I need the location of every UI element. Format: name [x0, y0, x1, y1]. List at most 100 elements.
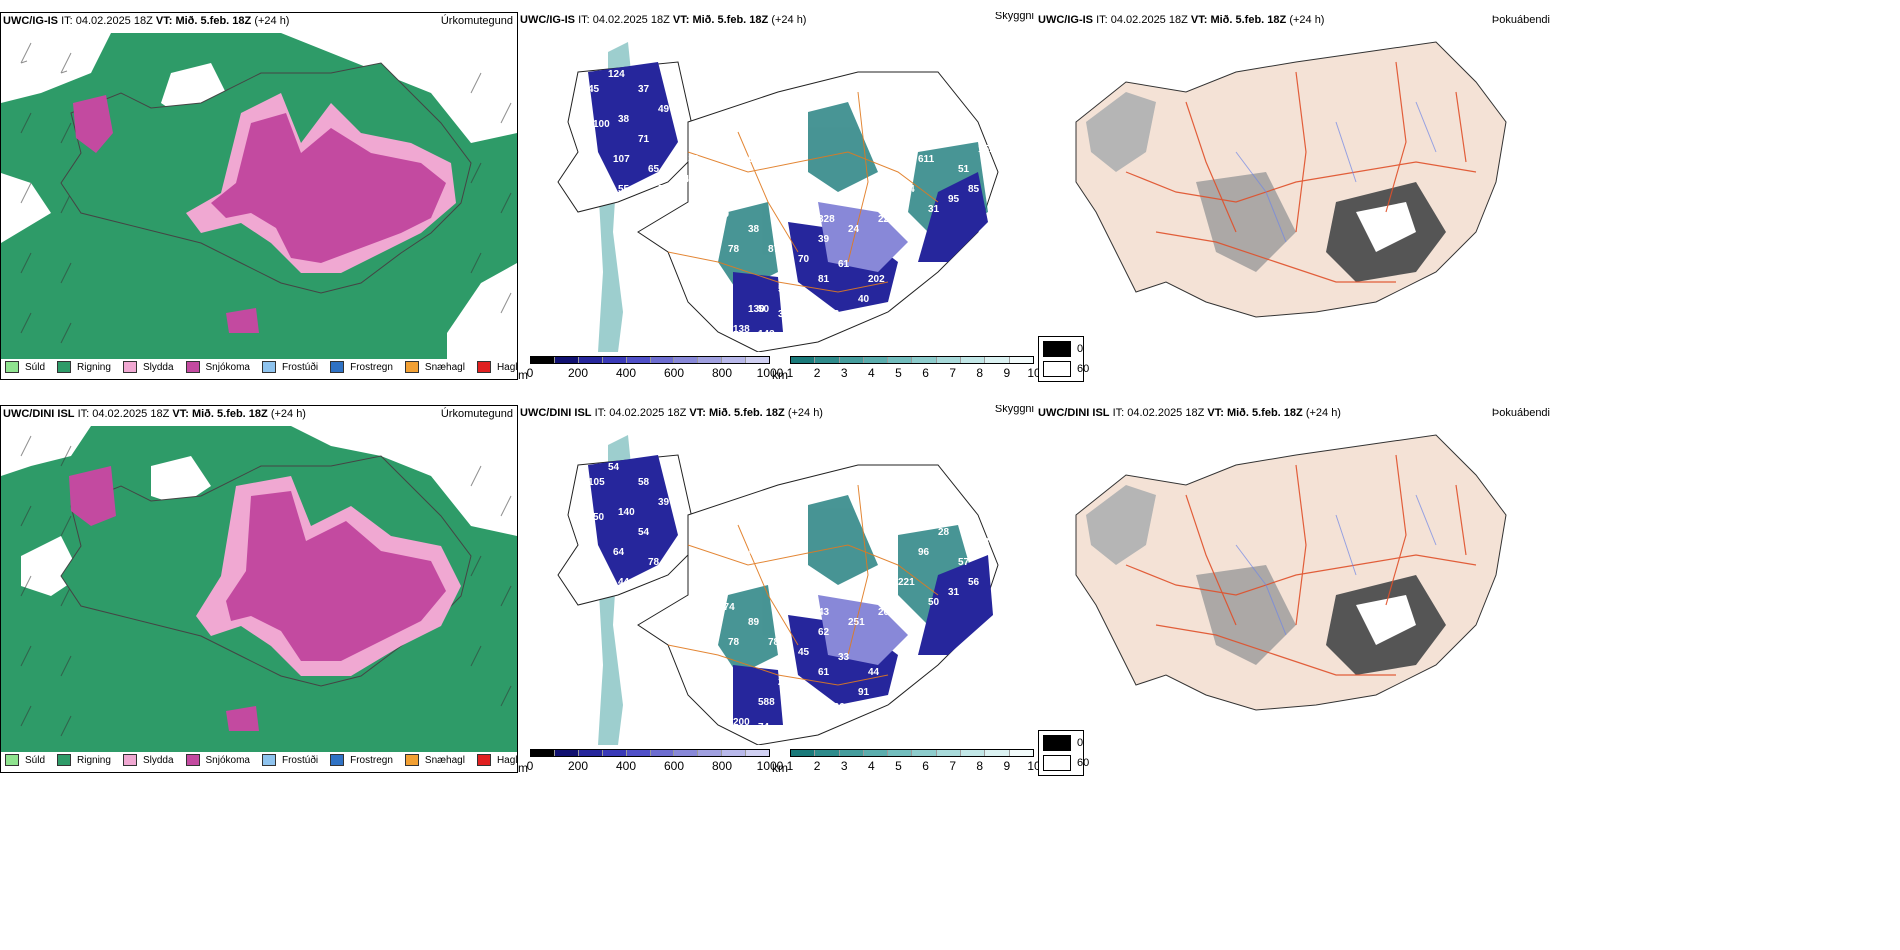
visibility-cells — [790, 749, 1034, 757]
colorbar-cell — [936, 750, 962, 756]
cloudbase-value-label: 107 — [613, 154, 630, 165]
legend-item: Snæhagl — [404, 752, 465, 768]
colorbar-cell — [985, 750, 1010, 756]
colorbar-tick-label: 8 — [976, 759, 984, 773]
fog-swatch-0 — [1043, 341, 1071, 357]
fog-map — [1075, 434, 1507, 711]
it-label: IT: — [77, 408, 90, 420]
colorbar-cell — [578, 357, 603, 363]
legend-label: Frostúði — [281, 754, 319, 766]
cloudbase-value-label: 130 — [748, 304, 765, 315]
vt-value: Mið. 5.feb. 18Z — [191, 408, 268, 420]
cloudbase-value-label: 126 — [828, 702, 845, 713]
lead-time: (+24 h) — [787, 407, 823, 419]
legend-item: Frostregn — [330, 752, 393, 768]
cloudbase-value-label: 200 — [733, 717, 750, 728]
legend-label: Rigning — [77, 361, 111, 373]
vt-label: VT: — [1207, 407, 1224, 419]
colorbar-cell — [602, 357, 627, 363]
legend-swatch — [185, 754, 200, 766]
legend-swatch — [122, 754, 137, 766]
colorbar-cell — [912, 357, 937, 363]
colorbar-cell — [936, 357, 962, 363]
lead-time: (+24 h) — [270, 408, 306, 420]
colorbar-cell — [722, 750, 747, 756]
cloudbase-value-label: 143 — [758, 329, 775, 340]
colorbar-tick-label: 400 — [615, 759, 637, 773]
cloudbase-value-label: 81 — [818, 274, 830, 285]
cloudbase-colorbar: m 0 200 400 600 800 1000 — [518, 749, 783, 773]
model-name: UWC/DINI ISL — [1038, 407, 1110, 419]
it-value: 04.02.2025 18Z — [609, 407, 687, 419]
it-value: 04.02.2025 18Z — [75, 15, 153, 27]
panel-title: Þokuábendi — [1491, 14, 1550, 26]
cloudbase-value-label: 348 — [938, 134, 955, 145]
colorbar-cell — [554, 357, 579, 363]
colorbar-cell — [815, 750, 840, 756]
cloudbase-value-label: 24 — [848, 224, 860, 235]
legend-swatch — [185, 361, 200, 373]
colorbar-tick-label: 0 — [526, 759, 534, 773]
legend-swatch — [122, 361, 137, 373]
colorbar-cell — [791, 357, 816, 363]
legend-item: Snjókoma — [185, 359, 250, 375]
cloudbase-value-label: 64 — [708, 517, 720, 528]
colorbar-tick-label: 1000 — [756, 366, 784, 380]
cloudbase-value-label: 46 — [658, 577, 670, 588]
panel-header: UWC/IG-IS IT: 04.02.2025 18Z VT: Mið. 5.… — [1038, 14, 1552, 30]
cloudbase-value-label: 71 — [638, 134, 650, 145]
lead-time: (+24 h) — [254, 15, 290, 27]
cloudbase-value-label: 43 — [728, 134, 740, 145]
cloudbase-value-label: 65 — [648, 164, 660, 175]
cloudbase-value-label: 105 — [588, 477, 605, 488]
visibility-colorbar: km 1 2 3 4 5 6 7 8 9 10 — [772, 749, 1038, 773]
cloudbase-value-label: 91 — [858, 687, 870, 698]
cloudbase-value-label: 62 — [908, 224, 920, 235]
cloudbase-value-label: 78 — [728, 244, 740, 255]
cloudbase-value-label: 611 — [918, 154, 935, 165]
colorbar-tick-label: 4 — [867, 759, 875, 773]
colorbar-tick-label: 4 — [867, 366, 875, 380]
cloudbase-value-label: 28 — [938, 527, 950, 538]
colorbar-tick-label: 2 — [813, 759, 821, 773]
cloudbase-value-label: 78 — [648, 557, 660, 568]
colorbar-cell — [863, 357, 889, 363]
precip-legend: Súld Rigning Slydda Snjókoma Frostúði Fr… — [5, 752, 517, 768]
panel-header: UWC/IG-IS IT: 04.02.2025 18Z VT: Mið. 5.… — [520, 12, 1036, 30]
cloudbase-value-label: 43 — [848, 587, 860, 598]
cloudbase-value-label: 251 — [848, 617, 865, 628]
cloudbase-unit: m — [518, 761, 528, 773]
cloudbase-value-label: 151 — [978, 144, 995, 155]
colorbar-tick-label: 600 — [663, 366, 685, 380]
cloudbase-value-label: 44 — [868, 667, 880, 678]
cloudbase-colorbar: m 0 200 400 600 800 1000 — [518, 356, 783, 380]
colorbar-tick-label: 1000 — [756, 759, 784, 773]
cloudbase-value-label: 122 — [788, 717, 805, 728]
vt-label: VT: — [689, 407, 706, 419]
legend-swatch — [5, 361, 19, 373]
colorbar-cell — [912, 750, 937, 756]
colorbar-cell — [626, 750, 651, 756]
colorbar-cell — [791, 750, 816, 756]
colorbar-cell — [888, 750, 913, 756]
colorbar-tick-label: 7 — [949, 366, 956, 380]
cloudbase-value-label: 588 — [758, 697, 775, 708]
fog-legend: 0 60 — [1038, 730, 1089, 776]
lead-time: (+24 h) — [771, 14, 807, 26]
legend-item: Rigning — [57, 359, 111, 375]
cloud-visibility-panel-row2: UWC/DINI ISL IT: 04.02.2025 18Z VT: Mið.… — [518, 405, 1038, 773]
colorbar-tick-label: 1 — [786, 366, 794, 380]
colorbar-tick-label: 800 — [711, 366, 733, 380]
colorbar-tick-label: 5 — [895, 759, 902, 773]
legend-label: Haglél — [496, 361, 518, 373]
colorbar-cell — [578, 750, 603, 756]
colorbar-tick-label: 600 — [663, 759, 685, 773]
lead-time: (+24 h) — [1305, 407, 1341, 419]
it-label: IT: — [594, 407, 607, 419]
cloudbase-value-label: 138 — [733, 324, 750, 335]
cloudbase-value-label: 208 — [878, 607, 895, 618]
colorbar-cell — [746, 357, 770, 363]
cloudbase-value-label: 48 — [828, 309, 840, 320]
cloudbase-value-label: 38 — [748, 224, 760, 235]
